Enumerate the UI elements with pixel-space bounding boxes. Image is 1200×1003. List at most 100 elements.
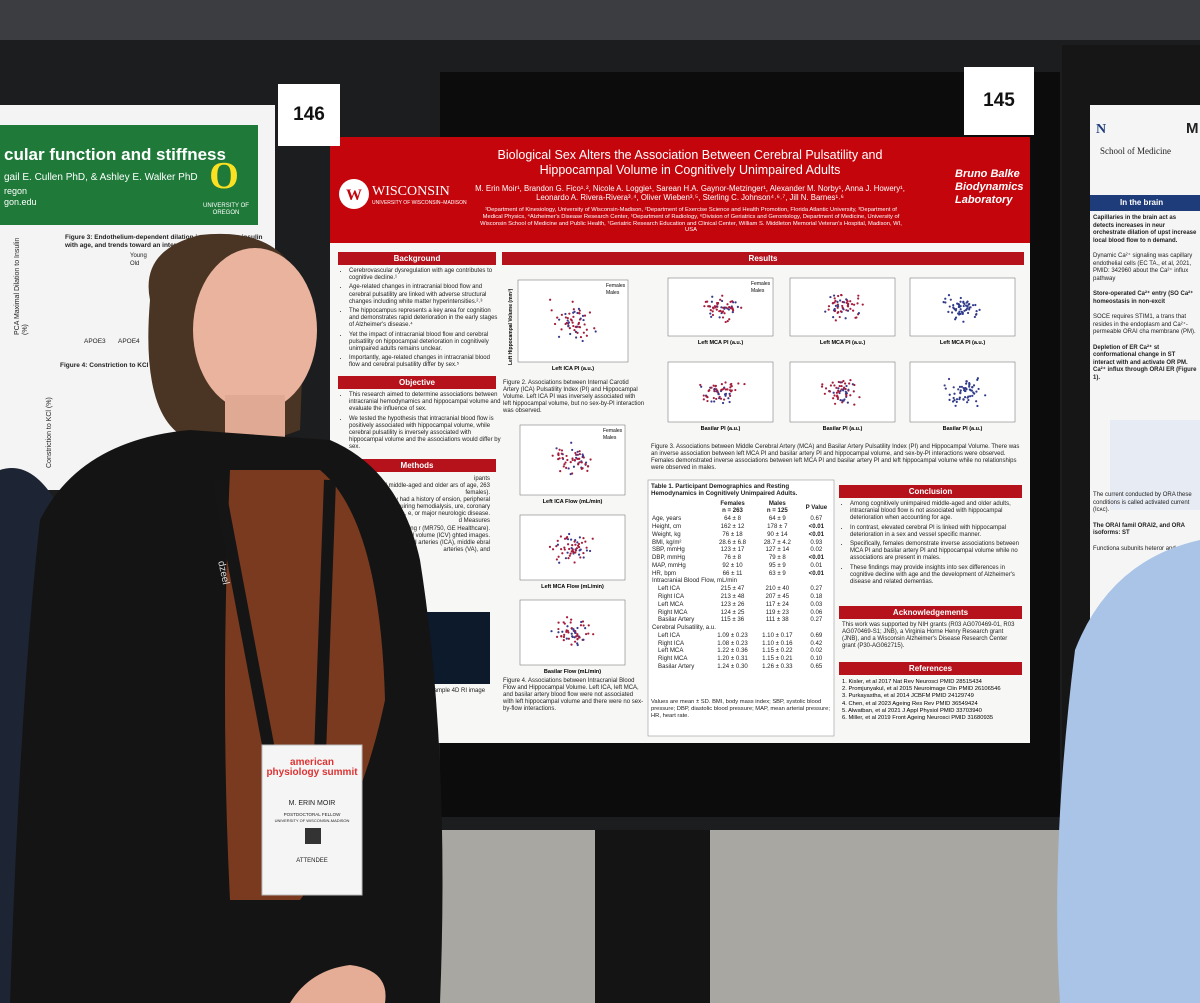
section-heading: Objective xyxy=(338,376,496,389)
reference: 2. Promjunyakul, et al 2015 Neuroimage C… xyxy=(842,686,1001,693)
scatter-dot xyxy=(576,453,579,456)
table-cell: <0.01 xyxy=(808,554,825,562)
table-cell: Left MCA xyxy=(658,647,684,655)
table-row: Height, cm 162 ± 12 178 ± 7 <0.01 xyxy=(650,523,833,531)
scatter-dot xyxy=(724,320,727,324)
scatter-dot xyxy=(699,383,702,387)
table-cell: BMI, kg/m² xyxy=(652,538,682,546)
paragraph: SOCE requires STIM1, a trans that reside… xyxy=(1093,314,1196,335)
scatter-dot xyxy=(840,293,843,297)
scatter-dot xyxy=(969,306,972,309)
scatter-dot xyxy=(555,544,558,548)
paragraph: Store-operated Ca²⁺ entry (SO Ca²⁺ homeo… xyxy=(1093,291,1194,305)
legend-entry: Females xyxy=(603,428,623,434)
table-cell: 66 ± 11 xyxy=(722,569,743,577)
scatter-dot xyxy=(560,313,563,316)
scatter-dot xyxy=(849,394,852,397)
scatter-dot xyxy=(833,297,836,300)
scatter-dot xyxy=(557,453,560,457)
scatter-dot xyxy=(556,543,560,546)
scatter-dot xyxy=(566,625,569,628)
scatter-dot xyxy=(956,302,959,305)
scatter-dot xyxy=(563,463,566,466)
plot: Basilar PI (a.u.) xyxy=(789,361,896,432)
scatter-dot xyxy=(548,545,552,549)
scatter-dot xyxy=(581,314,585,317)
x-axis-label: Basilar PI (a.u.) xyxy=(701,426,741,432)
background-list: Cerebrovascular dysregulation with age c… xyxy=(340,268,501,371)
scatter-dot xyxy=(723,312,726,315)
scatter-dot xyxy=(846,401,849,404)
scatter-dot xyxy=(570,626,573,630)
scatter-dot xyxy=(727,308,730,311)
scatter-dot xyxy=(724,394,727,397)
scatter-dot xyxy=(965,387,968,390)
table-row: BMI, kg/m² 28.6 ± 6.8 28.7 ± 4.2 0.93 xyxy=(650,538,833,546)
poster-title: Biological Sex Alters the Association Be… xyxy=(497,148,883,177)
table-cell: Intracranial Blood Flow, mL/min xyxy=(652,577,738,585)
scatter-dot xyxy=(730,385,733,388)
scatter-dot xyxy=(841,306,844,309)
scatter-dot xyxy=(958,310,961,313)
scatter-dot xyxy=(567,631,570,634)
table-cell: 0.06 xyxy=(810,608,823,616)
table-row: Right MCA 1.20 ± 0.31 1.15 ± 0.21 0.10 xyxy=(650,655,833,663)
scatter-dot xyxy=(847,302,850,305)
scatter-dot xyxy=(574,543,577,546)
scatter-dot xyxy=(571,635,574,639)
scatter-dot xyxy=(576,541,579,544)
scatter-dot xyxy=(570,546,573,550)
scatter-dot xyxy=(857,312,861,315)
scatter-dot xyxy=(950,311,954,314)
scatter-dot xyxy=(845,309,848,312)
badge-name: M. ERIN MOIR xyxy=(288,800,336,807)
plot-area xyxy=(909,361,1016,423)
table-cell: 119 ± 23 xyxy=(765,608,789,616)
scatter-dot xyxy=(575,453,578,456)
fig4-caption: Figure 4. Associations between Intracran… xyxy=(503,678,644,713)
scatter-dot xyxy=(578,450,581,453)
scatter-dot xyxy=(954,316,958,319)
scatter-dot xyxy=(550,630,553,633)
wisconsin-logo: WISCONSIN xyxy=(372,184,450,199)
scatter-dot xyxy=(585,632,588,636)
scatter-dot xyxy=(561,456,564,460)
scatter-dot xyxy=(727,397,730,400)
scatter-dot xyxy=(585,328,588,331)
scatter-dot xyxy=(573,631,577,634)
table-cell: 213 ± 48 xyxy=(720,592,745,600)
scatter-dot xyxy=(573,540,576,543)
scatter-dot xyxy=(963,309,966,312)
table-row: Left ICA 215 ± 47 210 ± 40 0.27 xyxy=(650,585,833,593)
scatter-dot xyxy=(838,315,841,319)
scatter-dot xyxy=(591,537,594,540)
y-axis-label: Left Hippocampal Volume (mm³) xyxy=(508,288,514,365)
scatter-dot xyxy=(583,314,587,317)
scatter-dot xyxy=(582,318,585,322)
scatter-dot xyxy=(737,382,740,385)
section-heading: Conclusion xyxy=(839,485,1022,498)
section-heading: Results xyxy=(502,252,1024,265)
plot: Basilar Flow (mL/min) xyxy=(519,599,626,675)
legend-entry: Males xyxy=(603,435,617,441)
scatter-dot xyxy=(560,328,563,331)
scatter-dot xyxy=(853,303,856,306)
scatter-dot xyxy=(952,396,955,400)
scatter-dot xyxy=(961,312,964,316)
table-cell: 1.22 ± 0.36 xyxy=(717,647,748,655)
table-cell: Age, years xyxy=(652,515,682,523)
scatter-dot xyxy=(576,633,579,636)
scatter-dot xyxy=(709,312,712,315)
scatter-dot xyxy=(972,391,975,394)
wisconsin-w: W xyxy=(346,187,362,204)
balke-logo: Bruno Balke Biodynamics Laboratory xyxy=(955,168,1024,206)
table-cell: 1.10 ± 0.16 xyxy=(762,639,793,647)
scatter-dot xyxy=(578,326,582,329)
scatter-dot xyxy=(572,465,576,468)
left-group-label: APOE3 xyxy=(84,338,106,345)
reference: 4. Chen, et al 2023 Ageing Res Rev PMID … xyxy=(842,700,978,707)
reference: 1. Kisler, et al 2017 Nat Rev Neurosci P… xyxy=(842,679,982,685)
scatter-dot xyxy=(724,381,727,384)
